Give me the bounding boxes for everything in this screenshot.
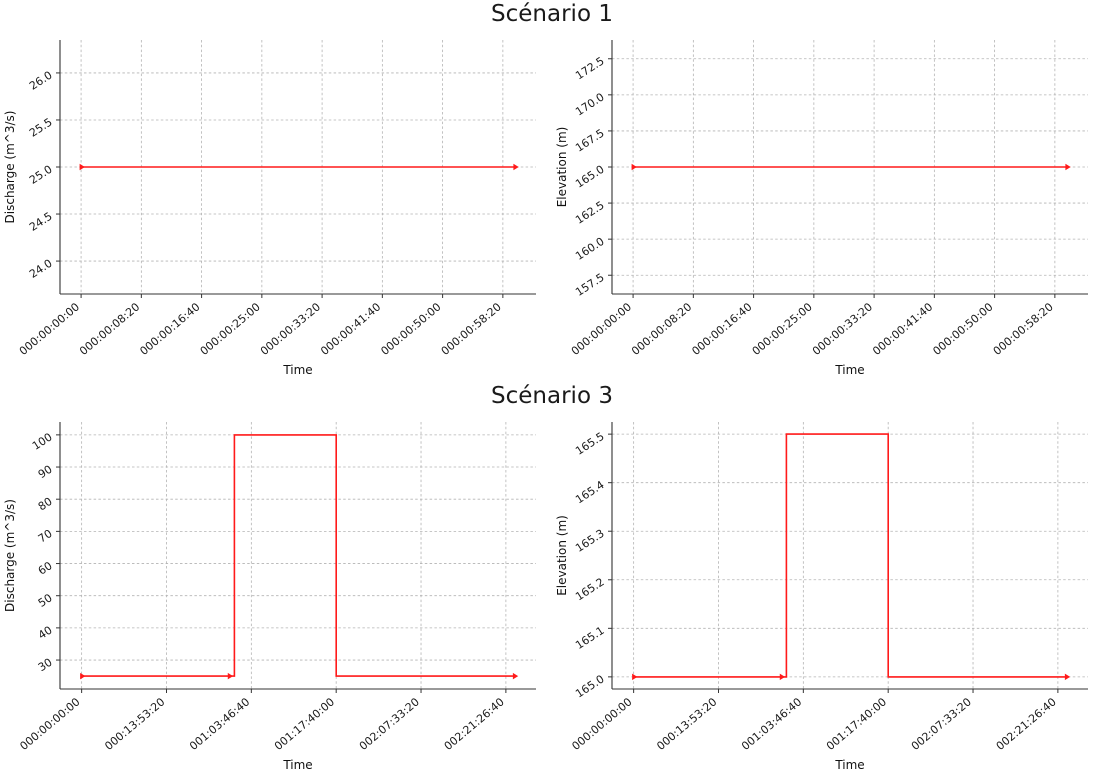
svg-text:167.5: 167.5 — [573, 127, 606, 155]
svg-text:165.0: 165.0 — [573, 672, 606, 700]
svg-text:24.5: 24.5 — [27, 210, 55, 234]
svg-text:Elevation (m): Elevation (m) — [555, 515, 569, 596]
svg-text:000:00:08:20: 000:00:08:20 — [77, 300, 142, 358]
scenario1-elevation-chart: 000:00:00:00000:00:08:20000:00:16:40000:… — [555, 40, 1088, 377]
svg-text:165.5: 165.5 — [573, 430, 606, 458]
svg-text:40: 40 — [36, 623, 55, 642]
svg-text:002:21:26:40: 002:21:26:40 — [442, 695, 507, 753]
scenario1-title: Scénario 1 — [491, 1, 613, 27]
svg-text:Elevation (m): Elevation (m) — [555, 127, 569, 208]
svg-text:000:00:16:40: 000:00:16:40 — [137, 300, 202, 358]
scenario3-elevation-chart: 000:00:00:00 000:13:53:20 001:03:46:40 001:… — [555, 422, 1088, 772]
svg-text:000:00:00:00: 000:00:00:00 — [17, 695, 82, 753]
svg-text:000:00:33:20: 000:00:33:20 — [810, 300, 875, 358]
svg-text:Time: Time — [282, 363, 312, 377]
svg-text:000:00:00:00: 000:00:00:00 — [17, 300, 82, 358]
svg-text:000:00:00:00: 000:00:00:00 — [569, 300, 634, 358]
svg-text:002:21:26:40: 002:21:26:40 — [994, 695, 1059, 753]
svg-text:000:13:53:20: 000:13:53:20 — [654, 695, 719, 753]
svg-text:Discharge (m^3/s): Discharge (m^3/s) — [3, 499, 17, 612]
svg-text:90: 90 — [36, 463, 55, 482]
svg-text:000:00:33:20: 000:00:33:20 — [258, 300, 323, 358]
svg-text:25.0: 25.0 — [27, 163, 55, 187]
svg-text:000:00:41:40: 000:00:41:40 — [318, 300, 383, 358]
svg-text:000:00:25:00: 000:00:25:00 — [750, 300, 815, 358]
svg-text:50: 50 — [36, 591, 55, 610]
svg-text:30: 30 — [36, 656, 55, 675]
svg-text:Discharge (m^3/s): Discharge (m^3/s) — [3, 111, 17, 224]
svg-text:170.0: 170.0 — [573, 90, 606, 118]
scenario1-elevation-cell: 000:00:00:00 000:00:08:20 000:00:16:40 000:… — [552, 30, 1104, 382]
svg-text:001:03:46:40: 001:03:46:40 — [739, 695, 804, 753]
svg-text:165.1: 165.1 — [573, 624, 606, 652]
svg-text:000:00:58:20: 000:00:58:20 — [439, 300, 504, 358]
svg-text:000:00:08:20: 000:00:08:20 — [629, 300, 694, 358]
scenario3-discharge-cell: 000:00:00:00 000:13:53:20 001:03:46:40 001:… — [0, 412, 552, 777]
svg-text:001:17:40:00: 001:17:40:00 — [824, 695, 889, 753]
svg-text:001:17:40:00: 001:17:40:00 — [272, 695, 337, 753]
svg-text:000:00:16:40: 000:00:16:40 — [689, 300, 754, 358]
scenario1-discharge-cell: 000:00:00:00 000:00:08:20 000:00:16:40 000:… — [0, 30, 552, 382]
svg-text:000:00:50:00: 000:00:50:00 — [378, 300, 443, 358]
svg-text:165.4: 165.4 — [573, 478, 606, 506]
svg-text:001:03:46:40: 001:03:46:40 — [187, 695, 252, 753]
scenario3-title: Scénario 3 — [491, 383, 613, 409]
scenario1-discharge-chart: 000:00:00:00000:00:08:20000:00:16:40000:… — [3, 40, 536, 377]
svg-text:26.0: 26.0 — [27, 69, 55, 93]
scenario1-row: 000:00:00:00 000:00:08:20 000:00:16:40 000:… — [0, 30, 1104, 382]
svg-text:160.0: 160.0 — [573, 235, 606, 263]
svg-text:162.5: 162.5 — [573, 199, 606, 227]
svg-text:165.3: 165.3 — [573, 527, 606, 555]
scenario3-elevation-cell: 000:00:00:00 000:13:53:20 001:03:46:40 001:… — [552, 412, 1104, 777]
svg-text:70: 70 — [36, 527, 55, 546]
scenario3-row: 000:00:00:00 000:13:53:20 001:03:46:40 001:… — [0, 412, 1104, 777]
svg-text:Time: Time — [282, 758, 312, 772]
svg-text:000:00:00:00: 000:00:00:00 — [569, 695, 634, 753]
svg-text:172.5: 172.5 — [573, 54, 606, 82]
svg-text:000:13:53:20: 000:13:53:20 — [102, 695, 167, 753]
svg-text:Time: Time — [834, 758, 864, 772]
svg-text:002:07:33:20: 002:07:33:20 — [357, 695, 422, 753]
svg-text:165.2: 165.2 — [573, 575, 606, 603]
svg-text:002:07:33:20: 002:07:33:20 — [909, 695, 974, 753]
svg-text:000:00:50:00: 000:00:50:00 — [930, 300, 995, 358]
svg-text:80: 80 — [36, 495, 55, 514]
svg-text:000:00:58:20: 000:00:58:20 — [991, 300, 1056, 358]
svg-text:Time: Time — [834, 363, 864, 377]
svg-text:25.5: 25.5 — [27, 116, 55, 140]
svg-text:157.5: 157.5 — [573, 271, 606, 299]
svg-text:165.0: 165.0 — [573, 163, 606, 191]
scenario3-discharge-chart: 000:00:00:00 000:13:53:20 001:03:46:40 001:… — [3, 422, 536, 772]
svg-text:60: 60 — [36, 559, 55, 578]
svg-text:000:00:25:00: 000:00:25:00 — [198, 300, 263, 358]
svg-text:100: 100 — [30, 430, 55, 452]
svg-text:000:00:41:40: 000:00:41:40 — [870, 300, 935, 358]
svg-text:24.0: 24.0 — [27, 257, 55, 281]
